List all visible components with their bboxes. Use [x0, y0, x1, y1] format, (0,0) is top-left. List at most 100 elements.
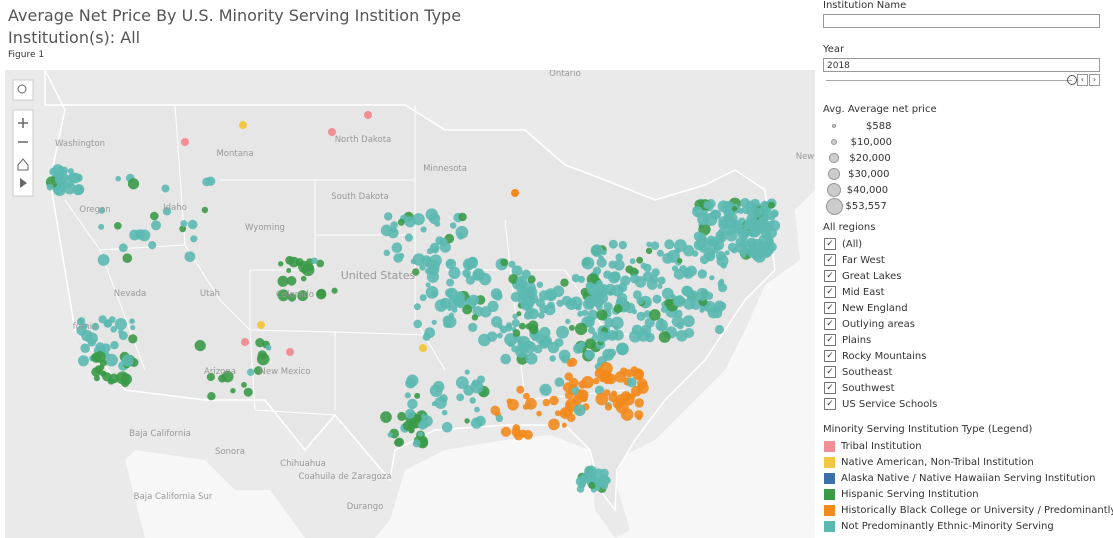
institution-dot[interactable] [602, 348, 615, 361]
institution-dot[interactable] [699, 307, 705, 313]
institution-dot[interactable] [114, 318, 127, 331]
institution-dot[interactable] [471, 314, 479, 321]
institution-dot[interactable] [568, 324, 575, 331]
institution-dot[interactable] [548, 418, 560, 431]
institution-dot[interactable] [108, 316, 116, 323]
institution-dot[interactable] [737, 208, 744, 214]
institution-dot[interactable] [767, 201, 775, 209]
institution-dot[interactable] [674, 247, 681, 255]
checkbox[interactable]: ✓ [824, 238, 836, 250]
institution-dot[interactable] [717, 301, 727, 311]
institution-dot[interactable] [221, 370, 234, 383]
institution-dot[interactable] [542, 398, 550, 407]
institution-dot[interactable] [655, 319, 668, 332]
institution-dot[interactable] [446, 278, 455, 287]
institution-dot[interactable] [615, 400, 629, 414]
institution-dot[interactable] [629, 258, 636, 265]
institution-dot[interactable] [407, 398, 418, 410]
institution-dot[interactable] [98, 207, 106, 214]
checkbox[interactable]: ✓ [824, 398, 836, 410]
institution-dot[interactable] [500, 258, 509, 267]
institution-dot[interactable] [549, 355, 556, 362]
institution-dot[interactable] [184, 251, 196, 262]
institution-dot[interactable] [397, 411, 407, 421]
institution-dot[interactable] [288, 256, 300, 268]
institution-dot[interactable] [247, 368, 255, 376]
institution-dot[interactable] [613, 259, 625, 271]
institution-dot[interactable] [709, 275, 715, 281]
institution-dot[interactable] [118, 243, 128, 253]
institution-dot[interactable] [511, 427, 522, 437]
institution-dot[interactable] [239, 121, 247, 129]
institution-dot[interactable] [538, 312, 545, 319]
institution-dot[interactable] [449, 222, 457, 229]
institution-dot[interactable] [664, 298, 673, 307]
institution-dot[interactable] [681, 285, 692, 297]
institution-dot[interactable] [682, 267, 694, 279]
institution-dot[interactable] [390, 221, 398, 229]
institution-dot[interactable] [544, 288, 558, 302]
institution-dot[interactable] [120, 373, 132, 386]
institution-dot[interactable] [148, 241, 157, 250]
region-filter[interactable]: ✓ Far West [824, 252, 885, 268]
institution-dot[interactable] [464, 369, 470, 375]
institution-dot[interactable] [589, 475, 596, 482]
institution-dot[interactable] [740, 252, 747, 258]
institution-dot[interactable] [138, 229, 151, 242]
institution-dot[interactable] [505, 322, 513, 329]
institution-dot[interactable] [405, 408, 416, 419]
institution-dot[interactable] [78, 355, 89, 367]
zoom-icons[interactable] [18, 118, 28, 143]
institution-dot[interactable] [626, 377, 637, 388]
institution-dot[interactable] [599, 331, 608, 339]
institution-dot[interactable] [618, 240, 627, 250]
institution-dot[interactable] [596, 304, 603, 311]
institution-dot[interactable] [181, 138, 189, 146]
institution-dot[interactable] [380, 411, 392, 423]
institution-dot[interactable] [241, 338, 249, 346]
institution-dot[interactable] [194, 340, 206, 352]
institution-dot[interactable] [556, 325, 569, 339]
institution-dot[interactable] [424, 327, 436, 339]
institution-dot[interactable] [561, 410, 568, 417]
institution-dot[interactable] [617, 282, 628, 293]
institution-dot[interactable] [122, 253, 133, 263]
institution-dot[interactable] [657, 284, 663, 289]
institution-dot[interactable] [115, 175, 121, 182]
institution-dot[interactable] [63, 182, 76, 195]
institution-dot[interactable] [463, 385, 474, 396]
institution-dot[interactable] [127, 178, 140, 190]
region-filter[interactable]: ✓ Plains [824, 332, 871, 348]
institution-dot[interactable] [286, 348, 294, 356]
institution-dot[interactable] [585, 349, 596, 360]
institution-dot[interactable] [420, 226, 427, 233]
institution-dot[interactable] [525, 352, 538, 365]
institution-dot[interactable] [549, 395, 559, 406]
institution-dot[interactable] [697, 213, 710, 226]
institution-dot[interactable] [465, 275, 475, 285]
institution-dot[interactable] [442, 315, 453, 326]
institution-dot[interactable] [512, 329, 521, 337]
institution-dot[interactable] [714, 324, 725, 335]
institution-dot[interactable] [490, 405, 501, 416]
institution-dot[interactable] [434, 220, 441, 227]
institution-dot[interactable] [500, 353, 512, 365]
institution-dot[interactable] [634, 398, 644, 408]
institution-dot[interactable] [613, 304, 623, 314]
institution-dot[interactable] [468, 322, 478, 332]
institution-dot[interactable] [517, 340, 530, 353]
institution-dot[interactable] [554, 338, 564, 348]
institution-dot[interactable] [441, 422, 453, 433]
slider-handle[interactable] [1067, 75, 1077, 85]
institution-dot[interactable] [506, 398, 513, 405]
institution-dot[interactable] [508, 274, 519, 284]
institution-dot[interactable] [649, 309, 661, 321]
institution-dot[interactable] [412, 439, 421, 448]
institution-dot[interactable] [507, 340, 515, 347]
institution-dot[interactable] [97, 254, 110, 266]
institution-dot[interactable] [554, 377, 565, 388]
institution-dot[interactable] [190, 235, 198, 243]
institution-dot[interactable] [630, 274, 640, 284]
institution-dot[interactable] [331, 287, 338, 294]
institution-dot[interactable] [682, 315, 695, 328]
